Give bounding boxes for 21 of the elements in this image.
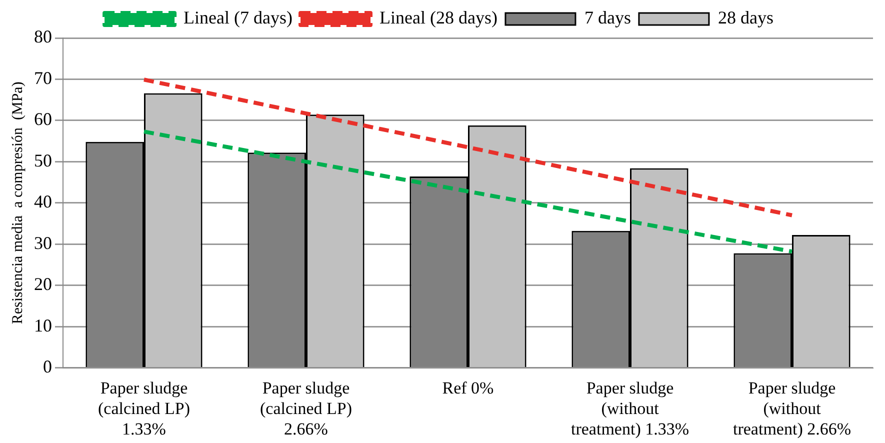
y-tick-label: 20 [34,274,52,294]
y-tick-label: 70 [34,68,52,88]
y-tick-label: 0 [43,356,52,377]
y-tick-label: 30 [34,232,52,253]
x-tick-label: Paper sludge (without treatment) 1.33% [570,378,690,438]
legend-label: 28 days [718,8,774,28]
x-tick-label: Ref 0% [442,378,494,398]
legend-label: Lineal (7 days) [184,8,293,28]
y-tick-label: 80 [34,26,52,47]
legend-label: 7 days [584,8,631,28]
legend-label: Lineal (28 days) [380,8,498,28]
y-tick-label: 40 [34,192,52,212]
x-tick-label: Paper sludge (calcined LP) 2.66% [260,378,352,438]
y-axis-title: Resistencia media a compresión (MPa) [10,82,26,324]
line-series [142,78,794,218]
y-tick-label: 60 [34,109,52,130]
y-tick-label: 50 [34,150,52,170]
x-tick-label: Paper sludge (calcined LP) 1.33% [98,378,190,438]
line-series [142,130,794,254]
y-tick-label: 10 [34,315,52,336]
x-tick-label: Paper sludge (without treatment) 2.66% [732,378,852,438]
